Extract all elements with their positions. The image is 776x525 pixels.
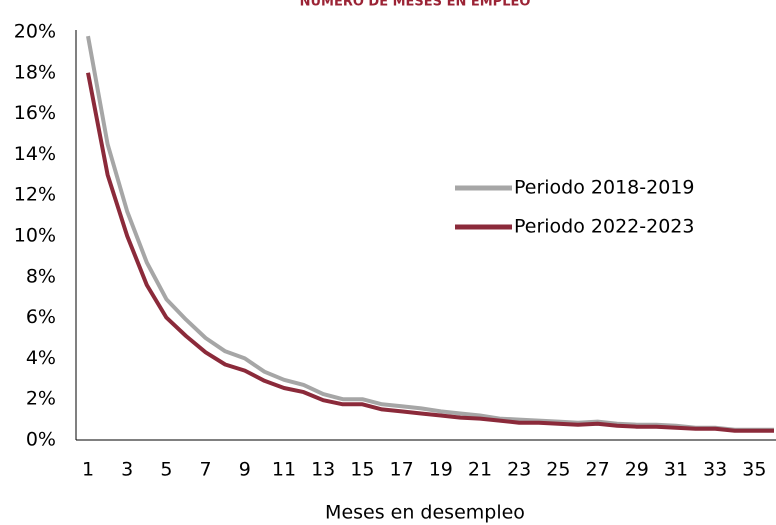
- x-tick-label: 9: [239, 459, 251, 481]
- y-tick-label: 2%: [26, 388, 56, 410]
- x-tick-label: 17: [390, 459, 414, 481]
- y-tick-label: 4%: [26, 347, 56, 369]
- y-tick-label: 10%: [14, 225, 56, 247]
- y-tick-label: 16%: [14, 102, 56, 124]
- y-tick-label: 8%: [26, 265, 56, 287]
- x-tick-label: 35: [742, 459, 766, 481]
- series-line: [86, 72, 774, 433]
- y-tick-label: 12%: [14, 184, 56, 206]
- x-tick-label: 1: [82, 459, 94, 481]
- x-tick-label: 11: [272, 459, 296, 481]
- y-tick-label: 18%: [14, 61, 56, 83]
- x-tick-label: 3: [121, 459, 133, 481]
- legend-label: Periodo 2018-2019: [514, 177, 694, 199]
- x-tick-label: 19: [429, 459, 453, 481]
- y-tick-label: 6%: [26, 306, 56, 328]
- x-tick-label: 15: [350, 459, 374, 481]
- x-tick-label: 27: [586, 459, 610, 481]
- x-tick-label: 23: [507, 459, 531, 481]
- x-axis-title: Meses en desempleo: [325, 502, 525, 524]
- legend-label: Periodo 2022-2023: [514, 216, 694, 238]
- y-tick-label: 0%: [26, 429, 56, 451]
- x-tick-label: 21: [468, 459, 492, 481]
- y-tick-label: 20%: [14, 21, 56, 43]
- series-line: [86, 35, 774, 432]
- x-tick-label: 25: [546, 459, 570, 481]
- chart-title: NÚMERO DE MESES EN EMPLEO: [300, 0, 531, 10]
- x-tick-label: 13: [311, 459, 335, 481]
- x-tick-label: 31: [664, 459, 688, 481]
- x-tick-label: 33: [703, 459, 727, 481]
- x-tick-label: 5: [160, 459, 172, 481]
- y-tick-label: 14%: [14, 143, 56, 165]
- x-tick-label: 7: [200, 459, 212, 481]
- x-tick-label: 29: [625, 459, 649, 481]
